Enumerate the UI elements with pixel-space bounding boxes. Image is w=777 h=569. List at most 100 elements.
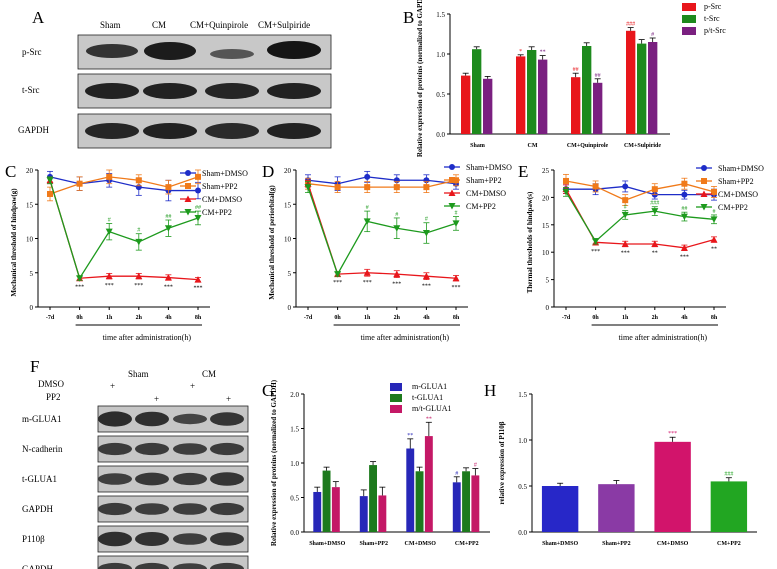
point-cm-dmso-8h [194, 276, 202, 283]
dmso-label: DMSO [38, 379, 65, 389]
y-tick-label-1-0: 1.0 [436, 51, 445, 59]
bar-p110-sham-dmso [541, 486, 579, 532]
x-tick-label-0h: 0h [592, 315, 599, 321]
point-cm-pp2-7d [304, 184, 312, 191]
sig-star-1h: *** [363, 280, 372, 286]
bar-m-glua1-cm-dmso [406, 448, 415, 532]
band-t-glua1-2-lane-1 [98, 473, 132, 485]
x-tick-label-0h: 0h [76, 315, 83, 321]
chart-c: 0 5 10 15 20 -7d 0h 1h 2h 4h 8h time after administ… [10, 167, 248, 342]
point-cm-pp2-1h [105, 228, 113, 236]
x-tick-label-cm: CM [528, 143, 538, 149]
point-cm-pp2-0h [76, 275, 84, 282]
x-tick-label-cm-pp2: CM+PP2 [717, 541, 741, 547]
sig-star-2h: ** [652, 251, 658, 257]
sig-hash-2h: # [395, 212, 398, 218]
x-tick-label-cm-dmso: CM+DMSO [657, 541, 689, 547]
point-cm-pp2-7d [46, 177, 54, 184]
bar-m-glua1-cm-pp2 [452, 482, 461, 532]
row-label-p-src: p-Src [22, 47, 42, 57]
x-tick-label-0h: 0h [334, 315, 341, 321]
sig-label-p-src-cm: * [519, 49, 522, 55]
y-tick-label-20: 20 [284, 167, 292, 175]
y-tick-label-0: 0 [288, 304, 292, 312]
sig-label-p-t-src-cm-quinpirole: ## [595, 73, 601, 79]
y-tick-label-5: 5 [546, 277, 550, 285]
point-cm-pp2-7d [562, 188, 570, 196]
y-tick-label-20: 20 [542, 194, 550, 202]
legend-label-t-src: t-Src [704, 14, 720, 23]
band-gapdh-3-lane-1 [98, 502, 132, 516]
bar-t-glua1-cm-pp2 [462, 471, 471, 532]
sig-star-1h: *** [621, 251, 630, 257]
lane-label-cm-quinpirole: CM+Quinpirole [190, 20, 248, 30]
y-axis-label: Mechanical threshold of periorbital(g) [268, 185, 276, 300]
legend-label-m-glua1: m-GLUA1 [412, 382, 447, 391]
x-tick-label-2h: 2h [652, 315, 659, 321]
y-axis-label: Relative expression of proteins (normali… [270, 379, 278, 546]
band-gapdh-3-lane-2 [135, 503, 169, 515]
sig-star-1h: *** [105, 283, 114, 289]
point-sham-dmso-1h [622, 183, 629, 190]
row-label-t-glua1-2: t-GLUA1 [22, 474, 57, 484]
point-sham-pp2-8h [195, 173, 201, 180]
legend-swatch-t-glua1 [390, 394, 402, 402]
sig-label-p-t-src-cm: ** [540, 50, 546, 56]
point-cm-dmso-2h [651, 240, 659, 247]
legend-label-cm-pp2: CM+PP2 [202, 208, 232, 217]
legend-label-sham-dmso: Sham+DMSO [202, 169, 248, 178]
sig-hash-8h: # [713, 209, 716, 215]
y-tick-label-0-5: 0.5 [290, 495, 299, 503]
legend-swatch-p-src [682, 3, 696, 11]
point-sham-pp2-0h [334, 184, 341, 191]
x-tick-label-sham-pp2: Sham+PP2 [360, 541, 388, 547]
sig-label-p-t-src-cm-sulpiride: # [651, 32, 654, 38]
y-axis-label: relative expression of P110β [498, 421, 506, 504]
sig-star-8h: *** [194, 286, 203, 292]
sig-star-2h: *** [134, 283, 143, 289]
point-sham-pp2-2h [651, 186, 658, 193]
band-p110-4-lane-3 [173, 533, 207, 545]
series-line-sham-pp2 [307, 179, 457, 188]
band-n-cadherin-1-lane-2 [135, 442, 169, 456]
point-cm-pp2-1h [363, 218, 371, 225]
x-tick-label-8h: 8h [453, 315, 460, 321]
sig-hash-8h: # [455, 211, 458, 217]
panel-letter-d: D [262, 162, 275, 181]
y-tick-label-25: 25 [542, 167, 550, 175]
legend-label-p-src: p-Src [704, 2, 722, 11]
sig-star-0h: *** [75, 284, 84, 290]
x-tick-label-4h: 4h [681, 315, 688, 321]
legend-swatch-m-glua1 [390, 383, 402, 391]
y-tick-label-5: 5 [288, 270, 292, 278]
panel-letter-a: A [32, 8, 45, 27]
x-tick-label-1h: 1h [364, 315, 371, 321]
point-cm-pp2-1h [621, 211, 629, 219]
legend-label-cm-dmso: CM+DMSO [202, 195, 242, 204]
legend-marker-cm-dmso [448, 189, 456, 196]
lane-label-sham: Sham [100, 20, 121, 30]
band-t-glua1-2-lane-3 [173, 472, 207, 486]
series-line-cm-pp2 [307, 186, 457, 276]
band-gapdh-5-lane-4 [210, 562, 244, 569]
band-t-glua1-2-lane-2 [135, 472, 169, 486]
bar-p-t-src-sham [483, 78, 493, 134]
point-sham-pp2-7d [563, 177, 569, 184]
x-tick-label-2h: 2h [394, 315, 401, 321]
x-tick-label-cm-quinpirole: CM+Quinpirole [567, 143, 609, 149]
point-sham-pp2-1h [622, 197, 629, 204]
chart-b: 0.0 0.5 1.0 1.5 Relative expression of prote… [416, 0, 726, 157]
point-cm-dmso-4h [164, 274, 172, 281]
sig-label-p110-cm-pp2: ### [724, 472, 733, 478]
point-sham-pp2-0h [76, 180, 83, 187]
sig-star-0h: *** [591, 249, 600, 255]
sig-star-4h: *** [422, 284, 431, 290]
legend-marker-cm-dmso [700, 190, 708, 197]
point-sham-dmso-4h [681, 191, 688, 198]
sig-label-m-glua1-cm-dmso: ** [407, 433, 413, 439]
bar-p-t-src-cm-quinpirole [593, 82, 603, 134]
bar-p-t-src-cm [538, 59, 548, 134]
point-cm-dmso-2h [393, 270, 401, 278]
sig-hash-4h: ## [681, 206, 687, 212]
bar-p-src-sham [461, 75, 471, 134]
